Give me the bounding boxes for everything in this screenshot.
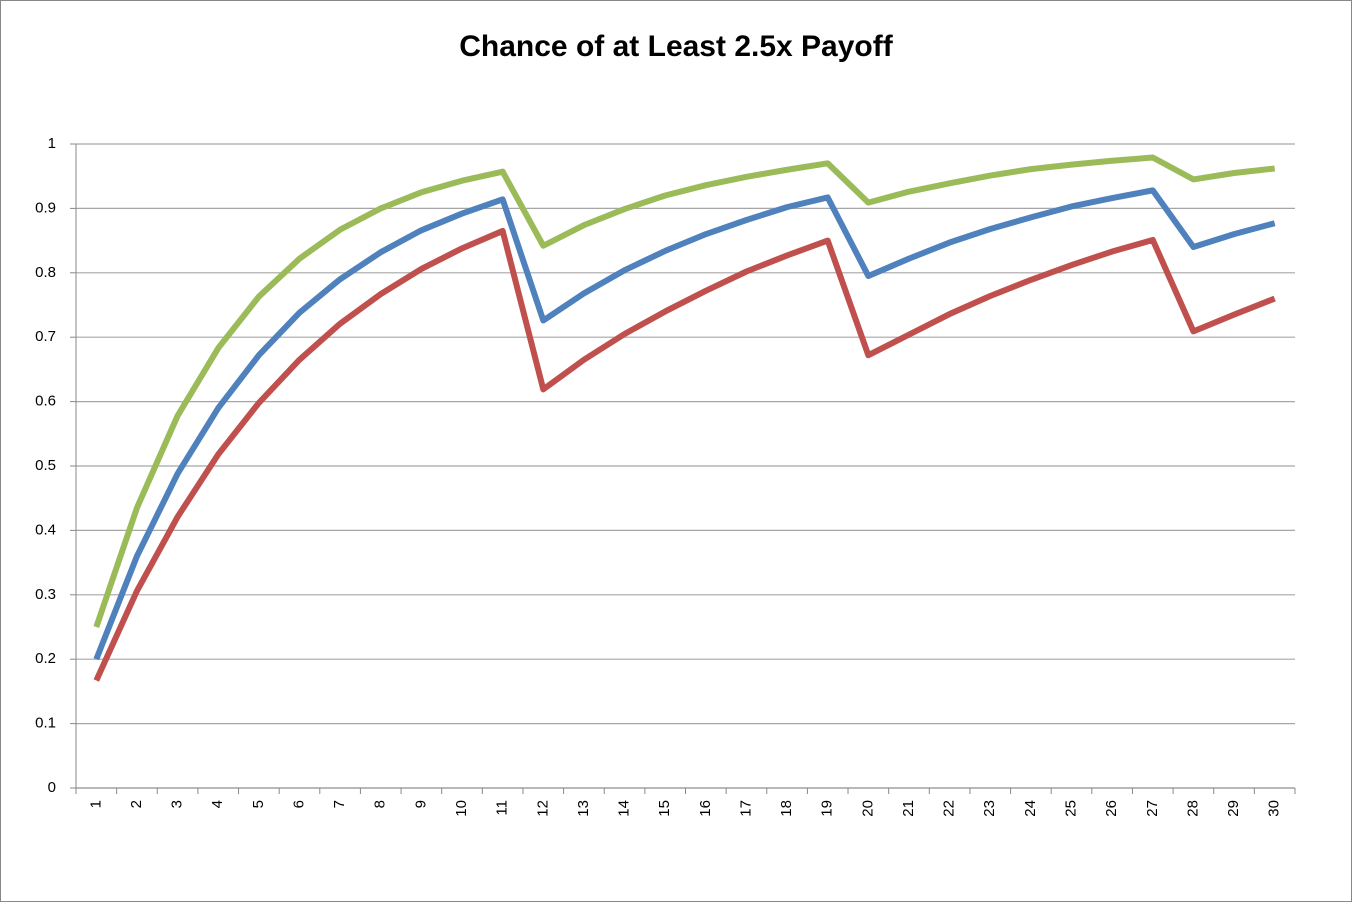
y-tick-label: 0 bbox=[48, 779, 56, 796]
x-tick-label: 24 bbox=[1022, 800, 1039, 817]
x-tick-label: 9 bbox=[412, 800, 429, 808]
y-tick-label: 0.8 bbox=[35, 264, 56, 281]
series-line bbox=[93, 227, 1276, 682]
x-tick-label: 10 bbox=[453, 800, 470, 817]
x-tick-label: 5 bbox=[250, 800, 267, 808]
y-tick-label: 0.7 bbox=[35, 328, 56, 345]
x-tick-label: 11 bbox=[494, 800, 511, 816]
x-tick-label: 22 bbox=[941, 800, 958, 817]
x-tick-label: 17 bbox=[737, 800, 754, 817]
x-tick-label: 30 bbox=[1266, 800, 1283, 817]
x-tick-label: 25 bbox=[1062, 800, 1079, 817]
y-tick-label: 1 bbox=[48, 135, 56, 152]
x-tick-label: 6 bbox=[290, 800, 307, 808]
x-tick-label: 21 bbox=[900, 800, 917, 817]
series-line bbox=[93, 154, 1276, 628]
y-tick-label: 0.6 bbox=[35, 393, 56, 410]
x-tick-label: 8 bbox=[372, 800, 389, 808]
x-tick-label: 18 bbox=[778, 800, 795, 817]
x-tick-label: 29 bbox=[1225, 800, 1242, 817]
x-tick-label: 7 bbox=[331, 800, 348, 808]
x-tick-label: 19 bbox=[819, 800, 836, 817]
x-tick-label: 15 bbox=[656, 800, 673, 817]
x-tick-label: 27 bbox=[1144, 800, 1161, 817]
y-tick-label: 0.9 bbox=[35, 199, 56, 216]
y-tick-label: 0.5 bbox=[35, 457, 56, 474]
series-line bbox=[93, 187, 1276, 661]
chart-title: Chance of at Least 2.5x Payoff bbox=[459, 30, 893, 63]
y-tick-label: 0.4 bbox=[35, 521, 56, 538]
x-tick-label: 20 bbox=[859, 800, 876, 817]
x-tick-label: 2 bbox=[128, 800, 145, 808]
x-tick-label: 16 bbox=[697, 800, 714, 817]
y-tick-label: 0.2 bbox=[35, 650, 56, 667]
x-tick-label: 26 bbox=[1103, 800, 1120, 817]
x-tick-label: 4 bbox=[209, 800, 226, 808]
y-tick-label: 0.3 bbox=[35, 586, 56, 603]
x-tick-label: 1 bbox=[87, 800, 104, 808]
x-tick-label: 12 bbox=[534, 800, 551, 817]
x-tick-label: 14 bbox=[616, 800, 633, 817]
y-tick-label: 0.1 bbox=[35, 715, 56, 732]
x-tick-label: 3 bbox=[169, 800, 186, 808]
x-tick-label: 28 bbox=[1184, 800, 1201, 817]
x-tick-label: 23 bbox=[981, 800, 998, 817]
x-tick-label: 13 bbox=[575, 800, 592, 817]
